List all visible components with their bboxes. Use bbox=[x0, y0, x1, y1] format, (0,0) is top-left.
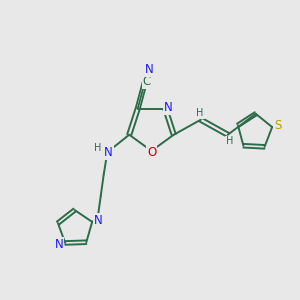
Text: C: C bbox=[142, 75, 151, 88]
Text: N: N bbox=[94, 214, 103, 227]
Text: H: H bbox=[94, 143, 101, 153]
Text: S: S bbox=[274, 119, 282, 132]
Text: N: N bbox=[55, 238, 64, 251]
Text: O: O bbox=[147, 146, 156, 159]
Text: H: H bbox=[196, 108, 204, 118]
Text: H: H bbox=[226, 136, 233, 146]
Text: N: N bbox=[164, 100, 172, 114]
Text: N: N bbox=[104, 146, 112, 159]
Text: N: N bbox=[145, 63, 154, 76]
